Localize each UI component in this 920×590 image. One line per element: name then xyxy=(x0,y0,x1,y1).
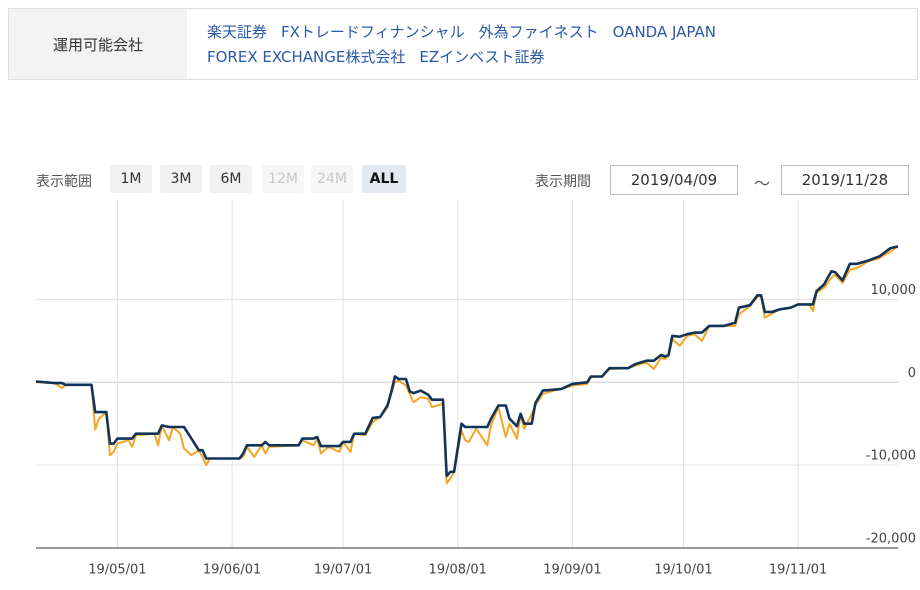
y-tick-label: -20,000 xyxy=(866,532,916,547)
company-line: 楽天証券 FXトレードフィナンシャル 外為ファイネスト OANDA JAPAN xyxy=(207,20,730,45)
range-button: 24M xyxy=(311,165,353,193)
company-line: FOREX EXCHANGE株式会社 EZインベスト証券 xyxy=(207,45,730,70)
company: FXトレードフィナンシャル xyxy=(281,23,465,41)
company: 外為ファイネスト xyxy=(478,23,599,41)
row-label: 運用可能会社 xyxy=(9,9,187,79)
x-tick-label: 19/07/01 xyxy=(314,563,372,578)
x-tick-label: 19/08/01 xyxy=(429,563,487,578)
range-button[interactable]: 3M xyxy=(160,165,202,193)
series-line xyxy=(35,245,899,478)
range-button[interactable]: 6M xyxy=(210,165,252,193)
company: OANDA JAPAN xyxy=(612,23,716,41)
company-row: 運用可能会社 楽天証券 FXトレードフィナンシャル 外為ファイネスト OANDA JA… xyxy=(8,8,918,80)
range-label: 表示範囲 xyxy=(36,174,92,190)
range-button[interactable]: 1M xyxy=(110,165,152,193)
y-tick-label: 10,000 xyxy=(871,283,917,298)
x-tick-label: 19/11/01 xyxy=(769,563,827,578)
y-tick-label: -10,000 xyxy=(866,449,916,464)
company: 楽天証券 xyxy=(207,23,268,41)
y-tick-label: 0 xyxy=(908,366,916,381)
range-button: 12M xyxy=(262,165,304,193)
x-tick-label: 19/09/01 xyxy=(543,563,601,578)
x-tick-label: 19/10/01 xyxy=(654,563,712,578)
company: FOREX EXCHANGE株式会社 xyxy=(207,48,406,66)
company: EZインベスト証券 xyxy=(419,48,545,66)
period-label: 表示期間 xyxy=(535,174,591,190)
x-tick-label: 19/06/01 xyxy=(203,563,261,578)
separator: 〜 xyxy=(754,174,771,193)
end-date[interactable]: 2019/11/28 xyxy=(781,165,909,195)
x-tick-label: 19/05/01 xyxy=(88,563,146,578)
company-list: 楽天証券 FXトレードフィナンシャル 外為ファイネスト OANDA JAPAN FORE… xyxy=(187,9,730,79)
controls: 表示範囲 表示期間 2019/04/09 〜 2019/11/28 1M 3M 6M… xyxy=(0,165,920,195)
range-button[interactable]: ALL xyxy=(362,165,406,193)
start-date[interactable]: 2019/04/09 xyxy=(610,165,738,195)
series-line xyxy=(35,245,899,485)
